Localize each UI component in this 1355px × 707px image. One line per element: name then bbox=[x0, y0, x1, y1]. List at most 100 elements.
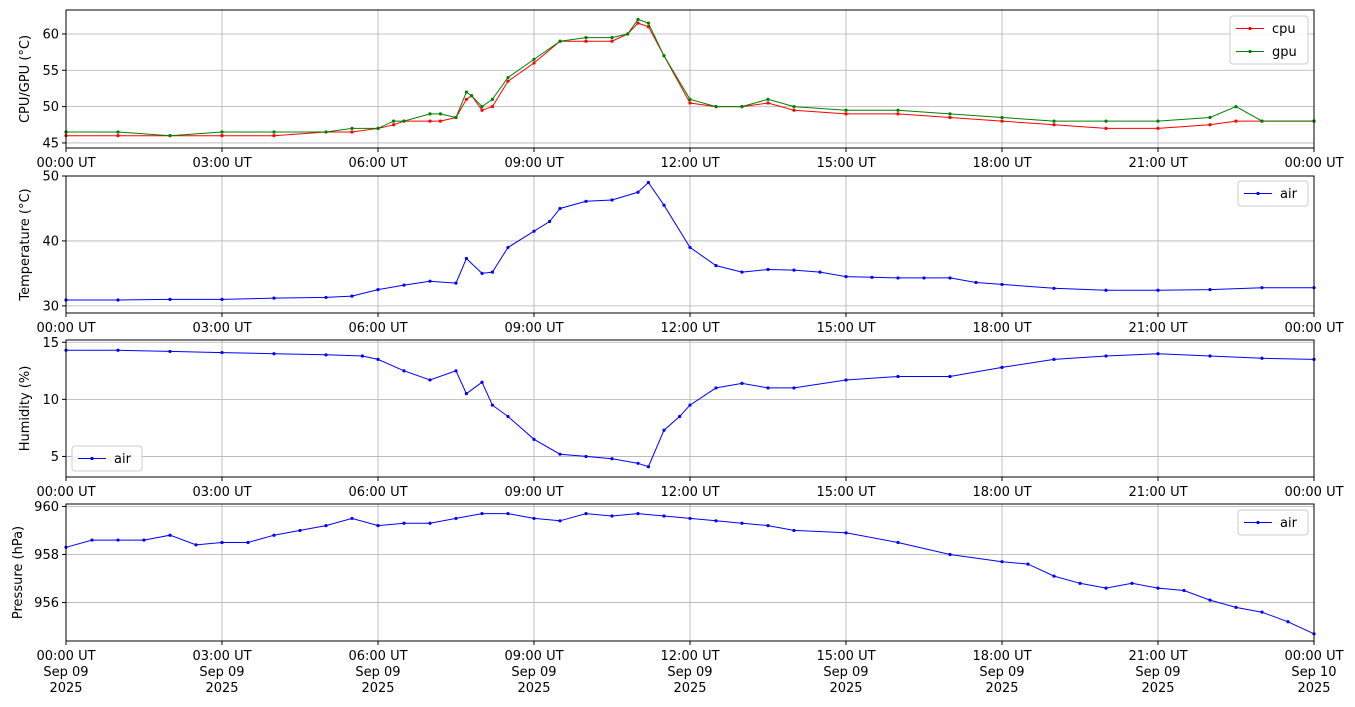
data-point-cpu bbox=[1000, 119, 1004, 123]
data-point-air bbox=[584, 454, 588, 459]
data-point-gpu bbox=[116, 130, 120, 134]
data-point-gpu bbox=[1000, 115, 1004, 120]
x-tick-label: 18:00 UT bbox=[972, 156, 1031, 171]
data-point-air bbox=[636, 512, 640, 516]
legend-marker-gpu bbox=[1248, 49, 1252, 54]
data-point-air bbox=[1208, 354, 1212, 358]
data-point-air bbox=[818, 270, 822, 274]
data-point-air bbox=[646, 465, 651, 469]
data-point-air bbox=[1052, 286, 1056, 290]
data-point-air bbox=[116, 348, 120, 352]
data-point-air bbox=[558, 519, 562, 523]
data-point-gpu bbox=[792, 105, 796, 109]
data-point-air bbox=[272, 533, 276, 537]
x-tick-label: 00:00 UT bbox=[36, 321, 95, 336]
x-tick-label: 09:00 UT bbox=[504, 321, 563, 336]
data-point-air bbox=[1234, 605, 1238, 609]
data-point-gpu bbox=[506, 75, 510, 80]
data-point-air bbox=[1156, 352, 1160, 356]
x-tick-label: 12:00 UT Sep 09 2025 bbox=[660, 649, 719, 696]
data-point-air bbox=[350, 516, 354, 521]
data-point-air bbox=[1208, 288, 1212, 292]
data-point-air bbox=[1000, 560, 1004, 564]
data-point-air bbox=[1156, 586, 1160, 590]
y-tick-label: 50 bbox=[42, 100, 59, 115]
data-point-air bbox=[844, 531, 848, 535]
data-point-cpu bbox=[1052, 123, 1056, 127]
data-point-air bbox=[1000, 365, 1004, 369]
data-point-cpu bbox=[766, 101, 770, 105]
data-point-air bbox=[490, 403, 494, 407]
x-tick-label: 03:00 UT bbox=[192, 156, 251, 171]
data-point-air bbox=[350, 294, 354, 298]
data-point-air bbox=[636, 461, 640, 465]
legend-box bbox=[71, 445, 143, 472]
data-point-air bbox=[532, 437, 536, 441]
data-point-cpu bbox=[428, 119, 432, 123]
data-point-gpu bbox=[948, 112, 952, 116]
x-tick-label: 18:00 UT bbox=[972, 321, 1031, 336]
data-point-air bbox=[454, 281, 458, 285]
legend-label-air: air bbox=[114, 452, 132, 467]
legend-label-gpu: gpu bbox=[1272, 45, 1297, 60]
data-point-air bbox=[844, 275, 848, 279]
data-point-air bbox=[1286, 620, 1290, 624]
data-point-air bbox=[480, 271, 484, 275]
data-point-air bbox=[636, 190, 640, 194]
legend-marker-air bbox=[1256, 191, 1260, 196]
data-point-air bbox=[662, 428, 666, 432]
data-point-air bbox=[1182, 588, 1186, 593]
x-tick-label: 03:00 UT bbox=[192, 321, 251, 336]
data-point-gpu bbox=[688, 97, 692, 101]
x-tick-label: 21:00 UT Sep 09 2025 bbox=[1128, 649, 1187, 696]
data-point-air bbox=[740, 521, 744, 525]
data-point-air bbox=[220, 540, 224, 545]
data-point-gpu bbox=[392, 119, 396, 123]
data-point-air bbox=[272, 352, 276, 356]
data-point-air bbox=[142, 538, 146, 542]
data-point-gpu bbox=[220, 130, 224, 134]
y-tick-label: 5 bbox=[51, 450, 59, 465]
x-tick-label: 15:00 UT bbox=[816, 156, 875, 171]
data-point-air bbox=[740, 381, 744, 385]
data-point-air bbox=[766, 267, 770, 272]
data-point-air bbox=[688, 245, 692, 250]
data-point-air bbox=[532, 516, 536, 521]
data-point-air bbox=[324, 353, 328, 357]
legend-marker-air bbox=[1256, 520, 1260, 525]
data-point-air bbox=[662, 514, 666, 518]
data-point-cpu bbox=[532, 61, 536, 65]
data-point-air bbox=[1130, 581, 1134, 585]
data-point-gpu bbox=[464, 90, 468, 94]
data-point-air bbox=[454, 369, 458, 373]
data-point-cpu bbox=[480, 108, 484, 112]
data-point-air bbox=[1156, 288, 1160, 292]
data-point-air bbox=[506, 414, 510, 419]
y-tick-label: 50 bbox=[42, 170, 59, 185]
data-point-cpu bbox=[584, 39, 588, 43]
data-point-air bbox=[360, 354, 364, 358]
data-point-gpu bbox=[532, 57, 536, 61]
data-point-air bbox=[454, 516, 458, 521]
data-point-cpu bbox=[1104, 126, 1108, 130]
series-line-cpu bbox=[66, 22, 1314, 137]
x-tick-label: 06:00 UT bbox=[348, 321, 407, 336]
panel-1: 45 50 55 60 00:00 UT 03:00 UT 06:00 UT 09:00 UT… bbox=[18, 9, 1344, 171]
legend: air bbox=[1237, 509, 1309, 536]
x-tick-label: 12:00 UT bbox=[660, 485, 719, 500]
series-line-gpu bbox=[66, 18, 1314, 137]
x-tick-label: 06:00 UT bbox=[348, 156, 407, 171]
data-point-air bbox=[1026, 562, 1030, 566]
x-tick-label: 00:00 UT Sep 09 2025 bbox=[36, 649, 95, 696]
data-point-air bbox=[610, 514, 614, 518]
data-point-air bbox=[1104, 288, 1108, 292]
data-point-air bbox=[678, 414, 682, 419]
data-point-cpu bbox=[116, 134, 120, 138]
data-point-air bbox=[90, 538, 94, 542]
data-point-gpu bbox=[272, 130, 276, 134]
panel-4: 956 958 960 00:00 UT Sep 09 2025 03:00 UT Sep 0… bbox=[11, 500, 1344, 696]
data-point-air bbox=[464, 256, 468, 261]
x-tick-label: 12:00 UT bbox=[660, 156, 719, 171]
data-point-cpu bbox=[844, 112, 848, 116]
data-point-cpu bbox=[1156, 126, 1160, 130]
